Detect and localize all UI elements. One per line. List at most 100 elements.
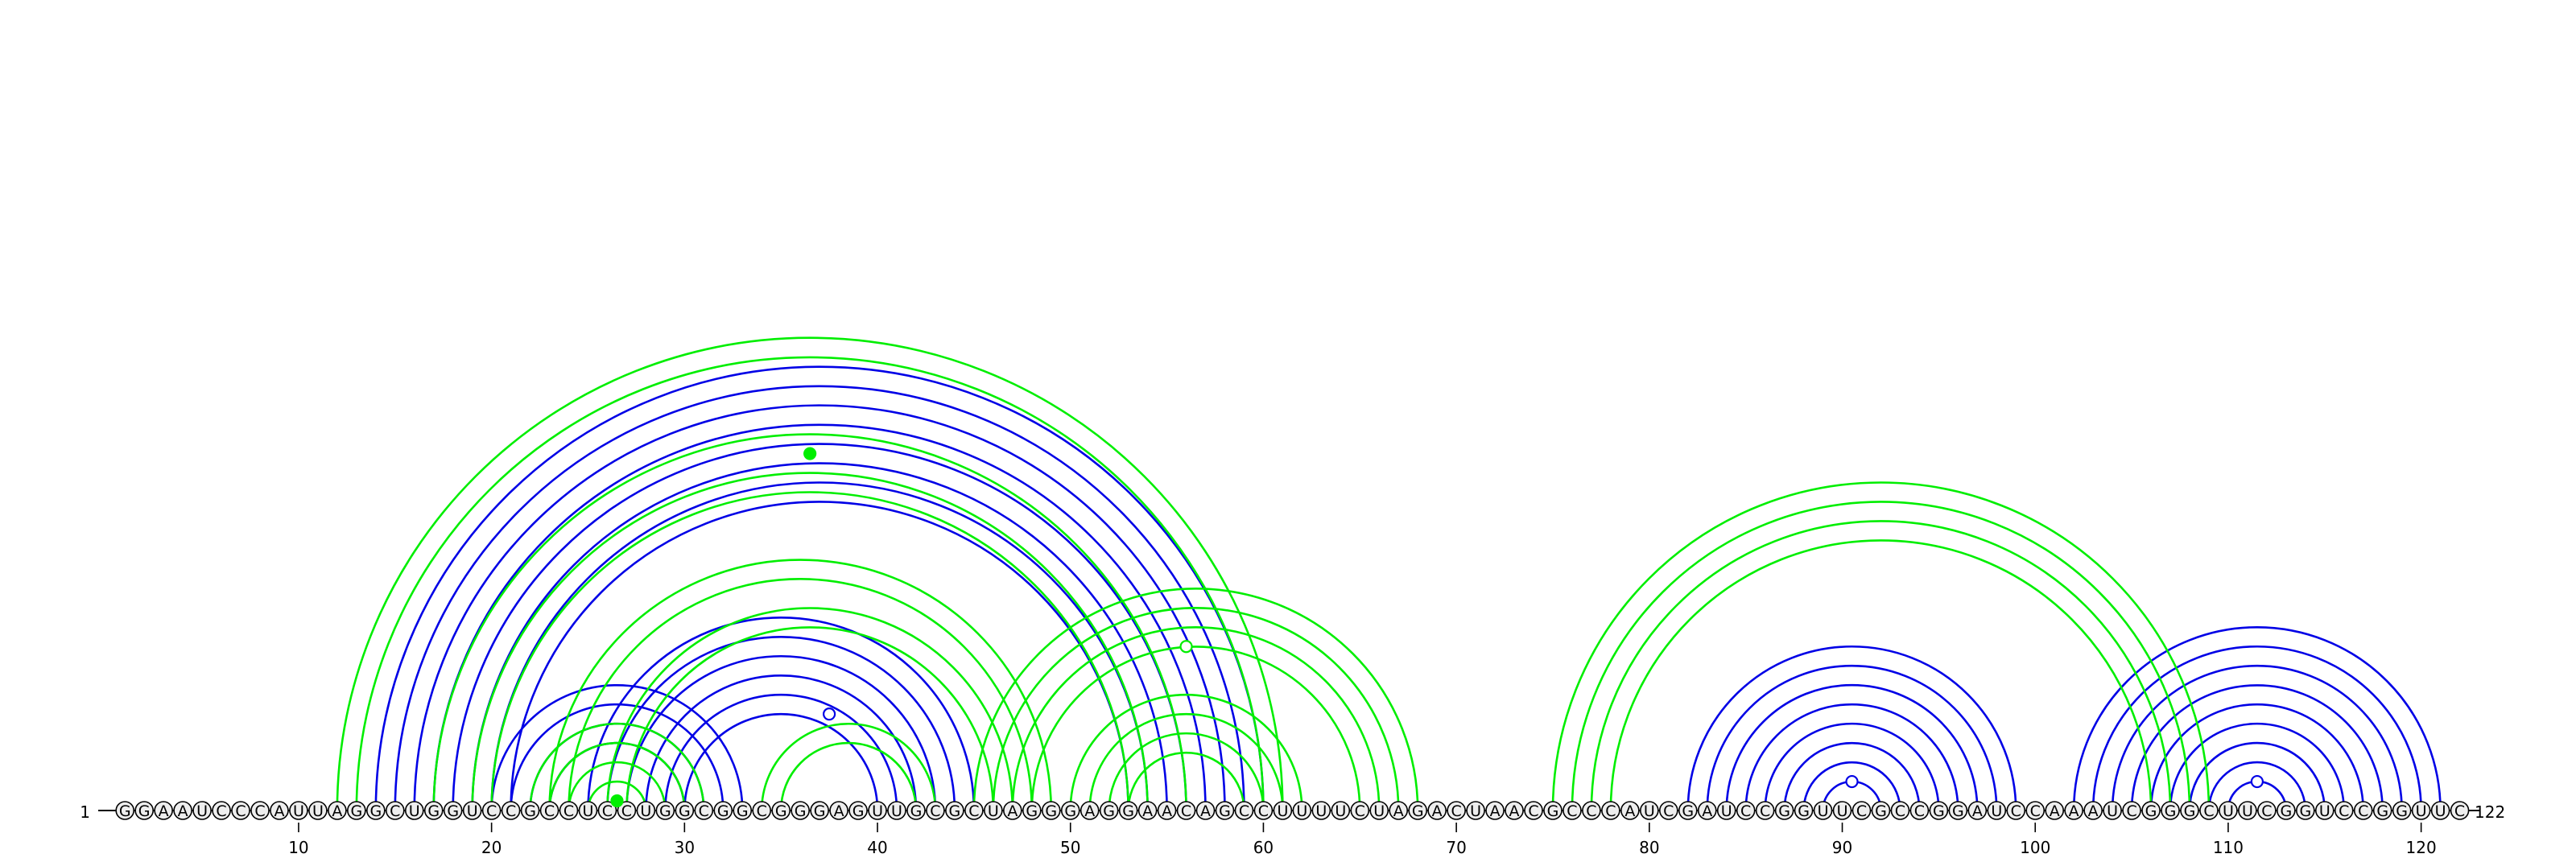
nucleotide-circle-42 <box>906 801 926 820</box>
arc-9-0 <box>972 588 1419 811</box>
nucleotide-letter-67: A <box>1393 802 1404 820</box>
nucleotide-letter-114: G <box>2299 802 2311 820</box>
nucleotide-letter-8: C <box>254 802 265 820</box>
arc-0-3 <box>432 423 1207 811</box>
arc-10-3 <box>1127 751 1245 811</box>
arc-3-6 <box>1802 761 1901 811</box>
nucleotide-letter-97: A <box>1972 802 1983 820</box>
arc-0-6 <box>490 481 1149 811</box>
nucleotide-letter-77: C <box>1586 802 1596 820</box>
nucleotide-circle-100 <box>2025 801 2046 820</box>
nucleotide-letter-21: C <box>506 802 516 820</box>
loop-marker-0 <box>803 447 817 460</box>
nucleotide-circle-38 <box>829 801 848 820</box>
nucleotide-letter-65: C <box>1355 802 1365 820</box>
nucleotide-circle-66 <box>1369 801 1389 820</box>
nucleotide-letter-61: U <box>1277 802 1288 820</box>
loop-marker-layer <box>610 447 2264 808</box>
nucleotide-circle-87 <box>1774 801 1794 820</box>
arc-0-7 <box>510 501 1129 811</box>
arc-4-7 <box>2207 761 2307 811</box>
nucleotide-circle-101 <box>2045 801 2064 820</box>
nucleotide-circle-56 <box>1176 801 1196 820</box>
nucleotide-circle-6 <box>212 801 231 820</box>
nucleotide-letter-56: C <box>1181 802 1191 820</box>
arc-4-3 <box>2130 683 2384 811</box>
nucleotide-circle-37 <box>810 801 829 820</box>
nucleotide-letter-110: U <box>2223 802 2234 820</box>
nucleotide-circle-88 <box>1794 801 1814 820</box>
arc-5-0 <box>336 336 1284 811</box>
nucleotide-circle-92 <box>1871 801 1891 820</box>
arc-2-0 <box>490 683 744 811</box>
nucleotide-letter-31: C <box>699 802 709 820</box>
nucleotide-circle-49 <box>1041 801 1061 820</box>
nucleotide-circle-65 <box>1350 801 1370 820</box>
nucleotide-circle-40 <box>868 801 887 820</box>
sequence-start-label: 1 <box>80 802 90 822</box>
nucleotide-circle-81 <box>1659 801 1678 820</box>
nucleotide-letter-115: U <box>2319 802 2330 820</box>
arc-7-1 <box>548 741 686 811</box>
arc-6-0 <box>548 559 1053 811</box>
nucleotide-circle-78 <box>1601 801 1620 820</box>
nucleotide-circle-52 <box>1099 801 1119 820</box>
arc-11-2 <box>1590 520 2172 811</box>
arc-3-1 <box>1706 665 1998 811</box>
nucleotide-letter-112: C <box>2261 802 2272 820</box>
nucleotide-letter-43: C <box>930 802 940 820</box>
tick-label-50: 50 <box>1060 838 1080 857</box>
nucleotide-circle-20 <box>481 801 502 820</box>
nucleotide-letter-119: G <box>2396 802 2408 820</box>
arc-3-3 <box>1744 703 1959 811</box>
arc-10-0 <box>1069 693 1303 811</box>
nucleotide-letter-23: C <box>544 802 555 820</box>
nucleotide-letter-71: U <box>1470 802 1481 820</box>
arc-11-3 <box>1609 539 2153 811</box>
loop-marker-1 <box>823 707 836 721</box>
nucleotide-circle-84 <box>1716 801 1736 820</box>
nucleotide-circle-95 <box>1929 801 1949 820</box>
nucleotide-circle-115 <box>2314 801 2334 820</box>
arc-1-4 <box>664 693 898 811</box>
nucleotide-letter-39: G <box>852 802 865 820</box>
nucleotide-circle-45 <box>964 801 984 820</box>
nucleotide-circle-41 <box>887 801 906 820</box>
nucleotide-circle-73 <box>1505 801 1524 820</box>
nucleotide-circle-50 <box>1060 801 1080 820</box>
nucleotide-letter-9: A <box>274 802 284 820</box>
nucleotide-letter-122: C <box>2454 802 2465 820</box>
nucleotide-circle-22 <box>520 801 540 820</box>
nucleotide-circle-112 <box>2257 801 2277 820</box>
nucleotide-letter-29: G <box>659 802 671 820</box>
nucleotide-letter-6: C <box>216 802 226 820</box>
nucleotide-letter-69: A <box>1432 802 1443 820</box>
nucleotide-circle-34 <box>752 801 772 820</box>
nucleotide-circle-30 <box>675 801 695 820</box>
nucleotide-letter-64: U <box>1335 802 1346 820</box>
nucleotide-letter-51: A <box>1084 802 1095 820</box>
nucleotide-letter-24: C <box>564 802 574 820</box>
nucleotide-circle-85 <box>1736 801 1756 820</box>
nucleotide-letter-78: C <box>1605 802 1616 820</box>
arc-11-0 <box>1551 481 2211 811</box>
arc-7-0 <box>529 722 705 811</box>
nucleotide-circle-14 <box>366 801 386 820</box>
nucleotide-letter-7: C <box>235 802 246 820</box>
nucleotide-letter-100: C <box>2030 802 2041 820</box>
nucleotide-circle-58 <box>1215 801 1235 820</box>
arc-5-2 <box>432 433 1187 811</box>
nucleotide-circle-9 <box>270 801 289 820</box>
arc-3-2 <box>1725 683 1979 811</box>
arc-1-2 <box>625 655 937 811</box>
nucleotide-circle-24 <box>559 801 579 820</box>
nucleotide-circle-44 <box>945 801 964 820</box>
nucleotide-letter-1: G <box>119 802 131 820</box>
nucleotide-circle-96 <box>1948 801 1968 820</box>
nucleotide-letter-49: G <box>1045 802 1057 820</box>
nucleotide-letter-16: U <box>409 802 420 820</box>
nucleotide-letter-76: C <box>1567 802 1577 820</box>
nucleotide-letter-93: C <box>1895 802 1905 820</box>
loop-marker-3 <box>1179 640 1193 654</box>
